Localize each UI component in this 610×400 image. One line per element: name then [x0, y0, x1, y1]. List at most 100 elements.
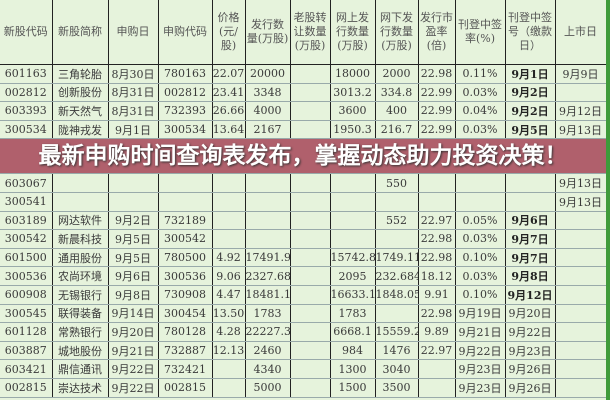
table-cell[interactable]: [418, 378, 456, 398]
table-cell[interactable]: [290, 378, 331, 398]
table-cell[interactable]: 2000: [375, 64, 419, 84]
table-cell[interactable]: 4.28: [212, 322, 246, 342]
table-cell[interactable]: [108, 192, 159, 212]
table-cell[interactable]: [212, 378, 246, 398]
table-cell[interactable]: 9月22日: [108, 378, 159, 398]
table-cell[interactable]: [290, 229, 331, 249]
table-cell[interactable]: [290, 192, 331, 212]
table-cell[interactable]: 22.98: [418, 64, 456, 84]
table-cell[interactable]: 18.12: [418, 266, 456, 286]
table-cell[interactable]: 603421: [0, 359, 53, 379]
table-cell[interactable]: 崇达技术: [52, 378, 109, 398]
table-cell[interactable]: 9月7日: [505, 229, 556, 249]
table-cell[interactable]: 3600: [330, 101, 376, 121]
table-cell[interactable]: 603067: [0, 173, 53, 193]
table-cell[interactable]: 9月2日: [505, 101, 556, 121]
table-cell[interactable]: 三角轮胎: [52, 64, 109, 84]
table-cell[interactable]: [330, 211, 376, 231]
table-cell[interactable]: [290, 211, 331, 231]
table-cell[interactable]: 216.7: [375, 120, 419, 140]
table-cell[interactable]: 300534: [0, 120, 53, 140]
table-cell[interactable]: 601500: [0, 248, 53, 268]
table-cell[interactable]: 601163: [0, 64, 53, 84]
table-cell[interactable]: 4.92: [212, 248, 246, 268]
table-cell[interactable]: 22.07: [212, 64, 246, 84]
table-cell[interactable]: 13.50: [212, 304, 246, 324]
table-cell[interactable]: 1950.3: [330, 120, 376, 140]
table-cell[interactable]: 9月5日: [108, 229, 159, 249]
table-cell[interactable]: 9.06: [212, 266, 246, 286]
table-cell[interactable]: [455, 192, 506, 212]
table-cell[interactable]: [555, 83, 606, 103]
table-cell[interactable]: 732189: [158, 211, 213, 231]
table-cell[interactable]: 0.05%: [455, 211, 506, 231]
table-cell[interactable]: 9月22日: [455, 341, 506, 361]
table-cell[interactable]: [52, 192, 109, 212]
table-cell[interactable]: [330, 192, 376, 212]
table-cell[interactable]: 18481.1: [245, 285, 291, 305]
table-cell[interactable]: 002815: [0, 378, 53, 398]
table-cell[interactable]: 0.10%: [455, 248, 506, 268]
table-cell[interactable]: 13.64: [212, 120, 246, 140]
table-cell[interactable]: 002812: [158, 83, 213, 103]
table-cell[interactable]: 9月22日: [505, 322, 556, 342]
table-cell[interactable]: 16633.1: [330, 285, 376, 305]
table-cell[interactable]: [418, 192, 456, 212]
table-cell[interactable]: 9月20日: [108, 322, 159, 342]
table-cell[interactable]: [212, 192, 246, 212]
table-cell[interactable]: 9月13日: [555, 192, 606, 212]
table-cell[interactable]: [375, 192, 419, 212]
table-cell[interactable]: [158, 192, 213, 212]
table-cell[interactable]: 12.13: [212, 341, 246, 361]
table-cell[interactable]: 9月23日: [455, 359, 506, 379]
table-cell[interactable]: 创新股份: [52, 83, 109, 103]
table-cell[interactable]: 9月19日: [455, 304, 506, 324]
table-cell[interactable]: [290, 248, 331, 268]
table-cell[interactable]: [555, 229, 606, 249]
table-cell[interactable]: [375, 304, 419, 324]
table-cell[interactable]: [290, 322, 331, 342]
table-cell[interactable]: 1783: [330, 304, 376, 324]
table-cell[interactable]: 9月1日: [505, 64, 556, 84]
table-cell[interactable]: 550: [375, 173, 419, 193]
table-cell[interactable]: [245, 192, 291, 212]
table-cell[interactable]: 780500: [158, 248, 213, 268]
table-cell[interactable]: 陇神戎发: [52, 120, 109, 140]
table-cell[interactable]: 9月21日: [108, 341, 159, 361]
table-cell[interactable]: 22.97: [418, 211, 456, 231]
table-cell[interactable]: [555, 304, 606, 324]
table-cell[interactable]: [158, 173, 213, 193]
table-cell[interactable]: 002815: [158, 378, 213, 398]
table-cell[interactable]: [505, 173, 556, 193]
table-cell[interactable]: 603887: [0, 341, 53, 361]
table-cell[interactable]: 26.66: [212, 101, 246, 121]
table-cell[interactable]: 18000: [330, 64, 376, 84]
table-cell[interactable]: 23.41: [212, 83, 246, 103]
table-cell[interactable]: 552: [375, 211, 419, 231]
table-cell[interactable]: 农尚环境: [52, 266, 109, 286]
table-cell[interactable]: 732393: [158, 101, 213, 121]
table-cell[interactable]: [245, 211, 291, 231]
table-cell[interactable]: 0.03%: [455, 229, 506, 249]
table-cell[interactable]: 002812: [0, 83, 53, 103]
table-cell[interactable]: 9月21日: [455, 322, 506, 342]
table-cell[interactable]: 9月26日: [505, 359, 556, 379]
table-cell[interactable]: 3348: [245, 83, 291, 103]
table-cell[interactable]: 9月23日: [455, 378, 506, 398]
table-cell[interactable]: 20000: [245, 64, 291, 84]
table-cell[interactable]: 732887: [158, 341, 213, 361]
table-cell[interactable]: 3013.2: [330, 83, 376, 103]
table-cell[interactable]: 600908: [0, 285, 53, 305]
table-cell[interactable]: 22.98: [418, 229, 456, 249]
table-cell[interactable]: 新晨科技: [52, 229, 109, 249]
table-cell[interactable]: 8月30日: [108, 64, 159, 84]
table-cell[interactable]: 9月23日: [505, 341, 556, 361]
table-cell[interactable]: 9月14日: [108, 304, 159, 324]
table-cell[interactable]: 9月2日: [505, 83, 556, 103]
table-cell[interactable]: [418, 173, 456, 193]
table-cell[interactable]: 15742.8: [330, 248, 376, 268]
table-cell[interactable]: 300542: [0, 229, 53, 249]
table-cell[interactable]: 9.89: [418, 322, 456, 342]
table-cell[interactable]: [290, 173, 331, 193]
table-cell[interactable]: 22.99: [418, 83, 456, 103]
